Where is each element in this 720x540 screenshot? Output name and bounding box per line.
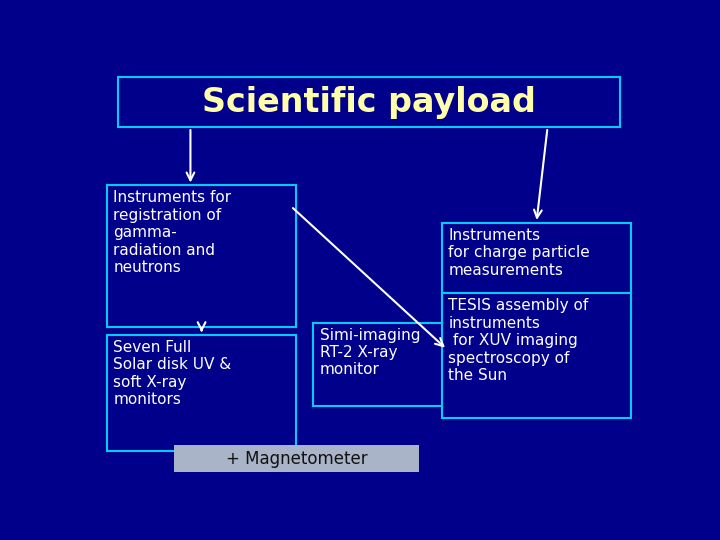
- Text: TESIS assembly of
instruments
 for XUV imaging
spectroscopy of
the Sun: TESIS assembly of instruments for XUV im…: [449, 299, 588, 383]
- Text: Seven Full
Solar disk UV &
soft X-ray
monitors: Seven Full Solar disk UV & soft X-ray mo…: [114, 340, 232, 407]
- Text: Simi-imaging
RT-2 X-ray
monitor: Simi-imaging RT-2 X-ray monitor: [320, 328, 420, 377]
- Text: Scientific payload: Scientific payload: [202, 86, 536, 119]
- Text: + Magnetometer: + Magnetometer: [225, 450, 367, 468]
- Bar: [174, 446, 419, 472]
- Bar: [441, 294, 631, 418]
- Bar: [107, 185, 297, 327]
- Bar: [107, 335, 297, 451]
- Bar: [313, 322, 453, 406]
- Bar: [441, 223, 631, 314]
- Bar: [118, 77, 620, 127]
- Text: Instruments
for charge particle
measurements: Instruments for charge particle measurem…: [449, 228, 590, 278]
- Text: Instruments for
registration of
gamma-
radiation and
neutrons: Instruments for registration of gamma- r…: [114, 191, 232, 275]
